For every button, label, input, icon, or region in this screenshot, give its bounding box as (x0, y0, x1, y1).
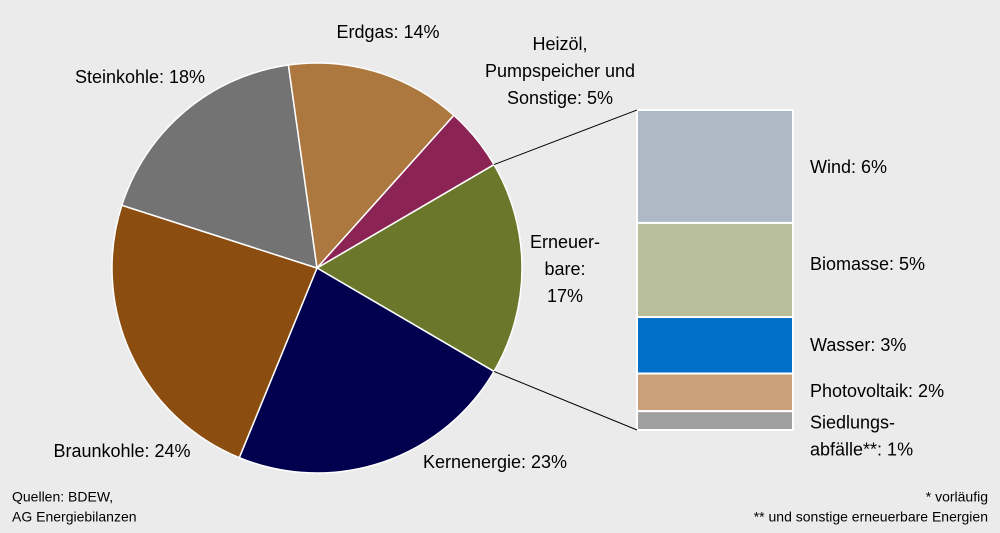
slice-label-line: Braunkohle: 24% (53, 441, 190, 461)
segment-label: Photovoltaik: 2% (810, 381, 944, 401)
bar-segment (636, 316, 794, 375)
connector (493, 109, 638, 166)
segment-label-line: Wasser: 3% (810, 335, 906, 355)
source-note: AG Energiebilanzen (12, 509, 137, 525)
segment-label-line: abfälle**: 1% (810, 439, 913, 459)
segment-label-line: Siedlungs- (810, 412, 895, 432)
slice-label-line: bare: (544, 259, 585, 279)
slice-label-line: Heizöl, (532, 34, 587, 54)
pie-slice (287, 62, 455, 270)
slice-label: Steinkohle: 18% (75, 67, 205, 87)
slice-label-line: Steinkohle: 18% (75, 67, 205, 87)
segment-label-line: Wind: 6% (810, 157, 887, 177)
slice-label: Braunkohle: 24% (53, 441, 190, 461)
segment-label: Siedlungs-abfälle**: 1% (810, 412, 913, 459)
slice-label-line: Sonstige: 5% (507, 88, 613, 108)
pie-slice (120, 64, 318, 270)
pie-slice (238, 266, 496, 474)
segment-label: Wasser: 3% (810, 335, 906, 355)
slice-label: Erneuer-bare: 17% (530, 232, 600, 306)
pie-slice (315, 163, 523, 373)
bar-segment (636, 221, 794, 319)
footnote: * vorläufig (926, 489, 988, 505)
segment-label: Wind: 6% (810, 157, 887, 177)
segment-label-line: Photovoltaik: 2% (810, 381, 944, 401)
slice-label-line: Pumpspeicher und (485, 61, 635, 81)
slice-label-line: 17% (547, 286, 583, 306)
bar-segment (636, 109, 794, 224)
bar-segment (636, 410, 794, 432)
bar-segment (636, 372, 794, 413)
segment-label: Biomasse: 5% (810, 254, 925, 274)
pie-slice (316, 114, 496, 269)
slice-label-line: Erneuer- (530, 232, 600, 252)
pie-slice (111, 204, 319, 459)
slice-label-line: Kernenergie: 23% (423, 452, 567, 472)
slice-label-line: Erdgas: 14% (336, 22, 439, 42)
connector (493, 370, 638, 431)
slice-label: Kernenergie: 23% (423, 452, 567, 472)
segment-label-line: Biomasse: 5% (810, 254, 925, 274)
source-note: Quellen: BDEW, (12, 489, 113, 505)
slice-label: Erdgas: 14% (336, 22, 439, 42)
slice-label: Heizöl, Pumpspeicher und Sonstige: 5% (485, 34, 635, 108)
footnote: ** und sonstige erneuerbare Energien (754, 509, 988, 525)
